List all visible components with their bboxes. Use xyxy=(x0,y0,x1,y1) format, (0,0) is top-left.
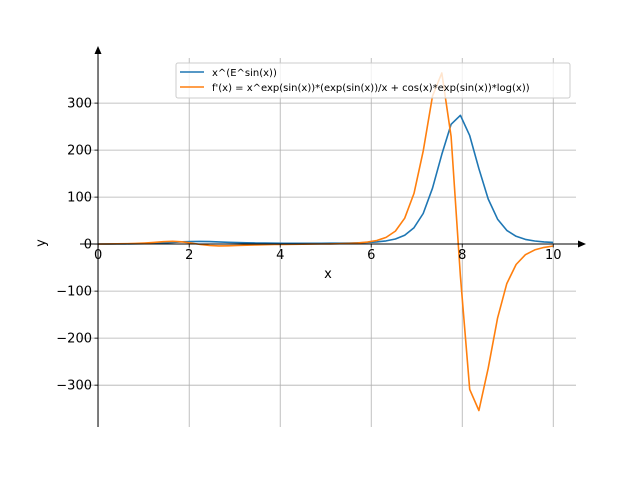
y-tick-label: −100 xyxy=(56,285,92,300)
x-axis-arrow xyxy=(578,240,586,248)
y-tick-label: 300 xyxy=(67,97,92,112)
x-axis-label: x xyxy=(324,267,332,282)
y-tick-label: −300 xyxy=(56,379,92,394)
x-tick-label: 2 xyxy=(185,248,193,263)
series-line-1 xyxy=(98,114,554,245)
y-tick-label: 100 xyxy=(67,191,92,206)
x-tick-label: 10 xyxy=(545,248,562,263)
y-tick-label: 200 xyxy=(67,144,92,159)
y-tick-label: 0 xyxy=(84,238,92,253)
legend-label-1: x^(E^sin(x)) xyxy=(212,68,277,79)
series-line-2 xyxy=(98,72,554,412)
legend: x^(E^sin(x)) f'(x) = x^exp(sin(x))*(exp(… xyxy=(175,62,571,99)
legend-label-2: f'(x) = x^exp(sin(x))*(exp(sin(x))/x + c… xyxy=(212,83,530,94)
axes xyxy=(80,46,586,427)
x-tick-label: 4 xyxy=(276,248,284,263)
y-axis-arrow xyxy=(94,46,102,54)
ticks: 0 2 4 6 8 10 −300 −200 −100 0 100 200 300 xyxy=(56,97,561,394)
x-tick-label: 0 xyxy=(94,248,102,263)
y-tick-label: −200 xyxy=(56,332,92,347)
legend-box xyxy=(175,62,571,99)
x-tick-label: 6 xyxy=(367,248,375,263)
series-lines xyxy=(98,72,554,412)
y-axis-label: y xyxy=(34,239,49,247)
x-tick-label: 8 xyxy=(458,248,466,263)
